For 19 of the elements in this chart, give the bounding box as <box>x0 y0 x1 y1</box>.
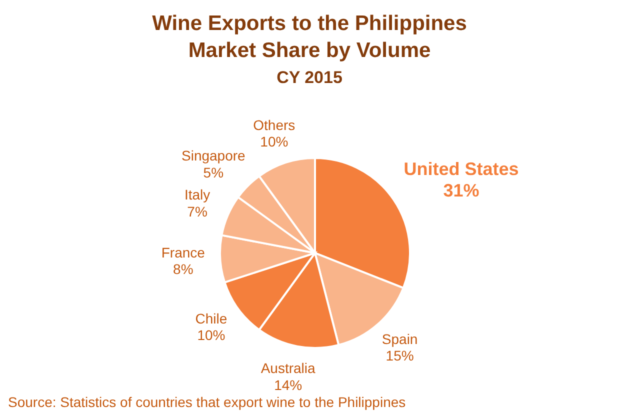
data-label: 10% <box>260 134 288 150</box>
slice-label: United States <box>404 159 519 180</box>
slice-label: Chile <box>195 310 228 326</box>
data-label: 15% <box>386 348 414 364</box>
data-label: 7% <box>187 203 208 220</box>
data-label: 31% <box>443 180 480 201</box>
slice-label: Italy <box>184 186 210 203</box>
slice-label: France <box>161 244 206 260</box>
data-label: 10% <box>197 327 226 344</box>
slice-label: Singapore <box>182 148 246 164</box>
slice-label: Spain <box>382 330 418 347</box>
data-label: 5% <box>203 164 224 180</box>
chart-subtitle: CY 2015 <box>276 67 344 89</box>
chart-title: Wine Exports to the Philippines Market Share by Volume <box>151 11 468 64</box>
slice-label: Australia <box>260 360 316 376</box>
slice-label: Others <box>253 116 296 133</box>
data-label: 8% <box>173 261 194 278</box>
data-label: 14% <box>274 376 302 393</box>
source-note: Source: Statistics of countries that export wine to the Philippines <box>8 394 406 410</box>
